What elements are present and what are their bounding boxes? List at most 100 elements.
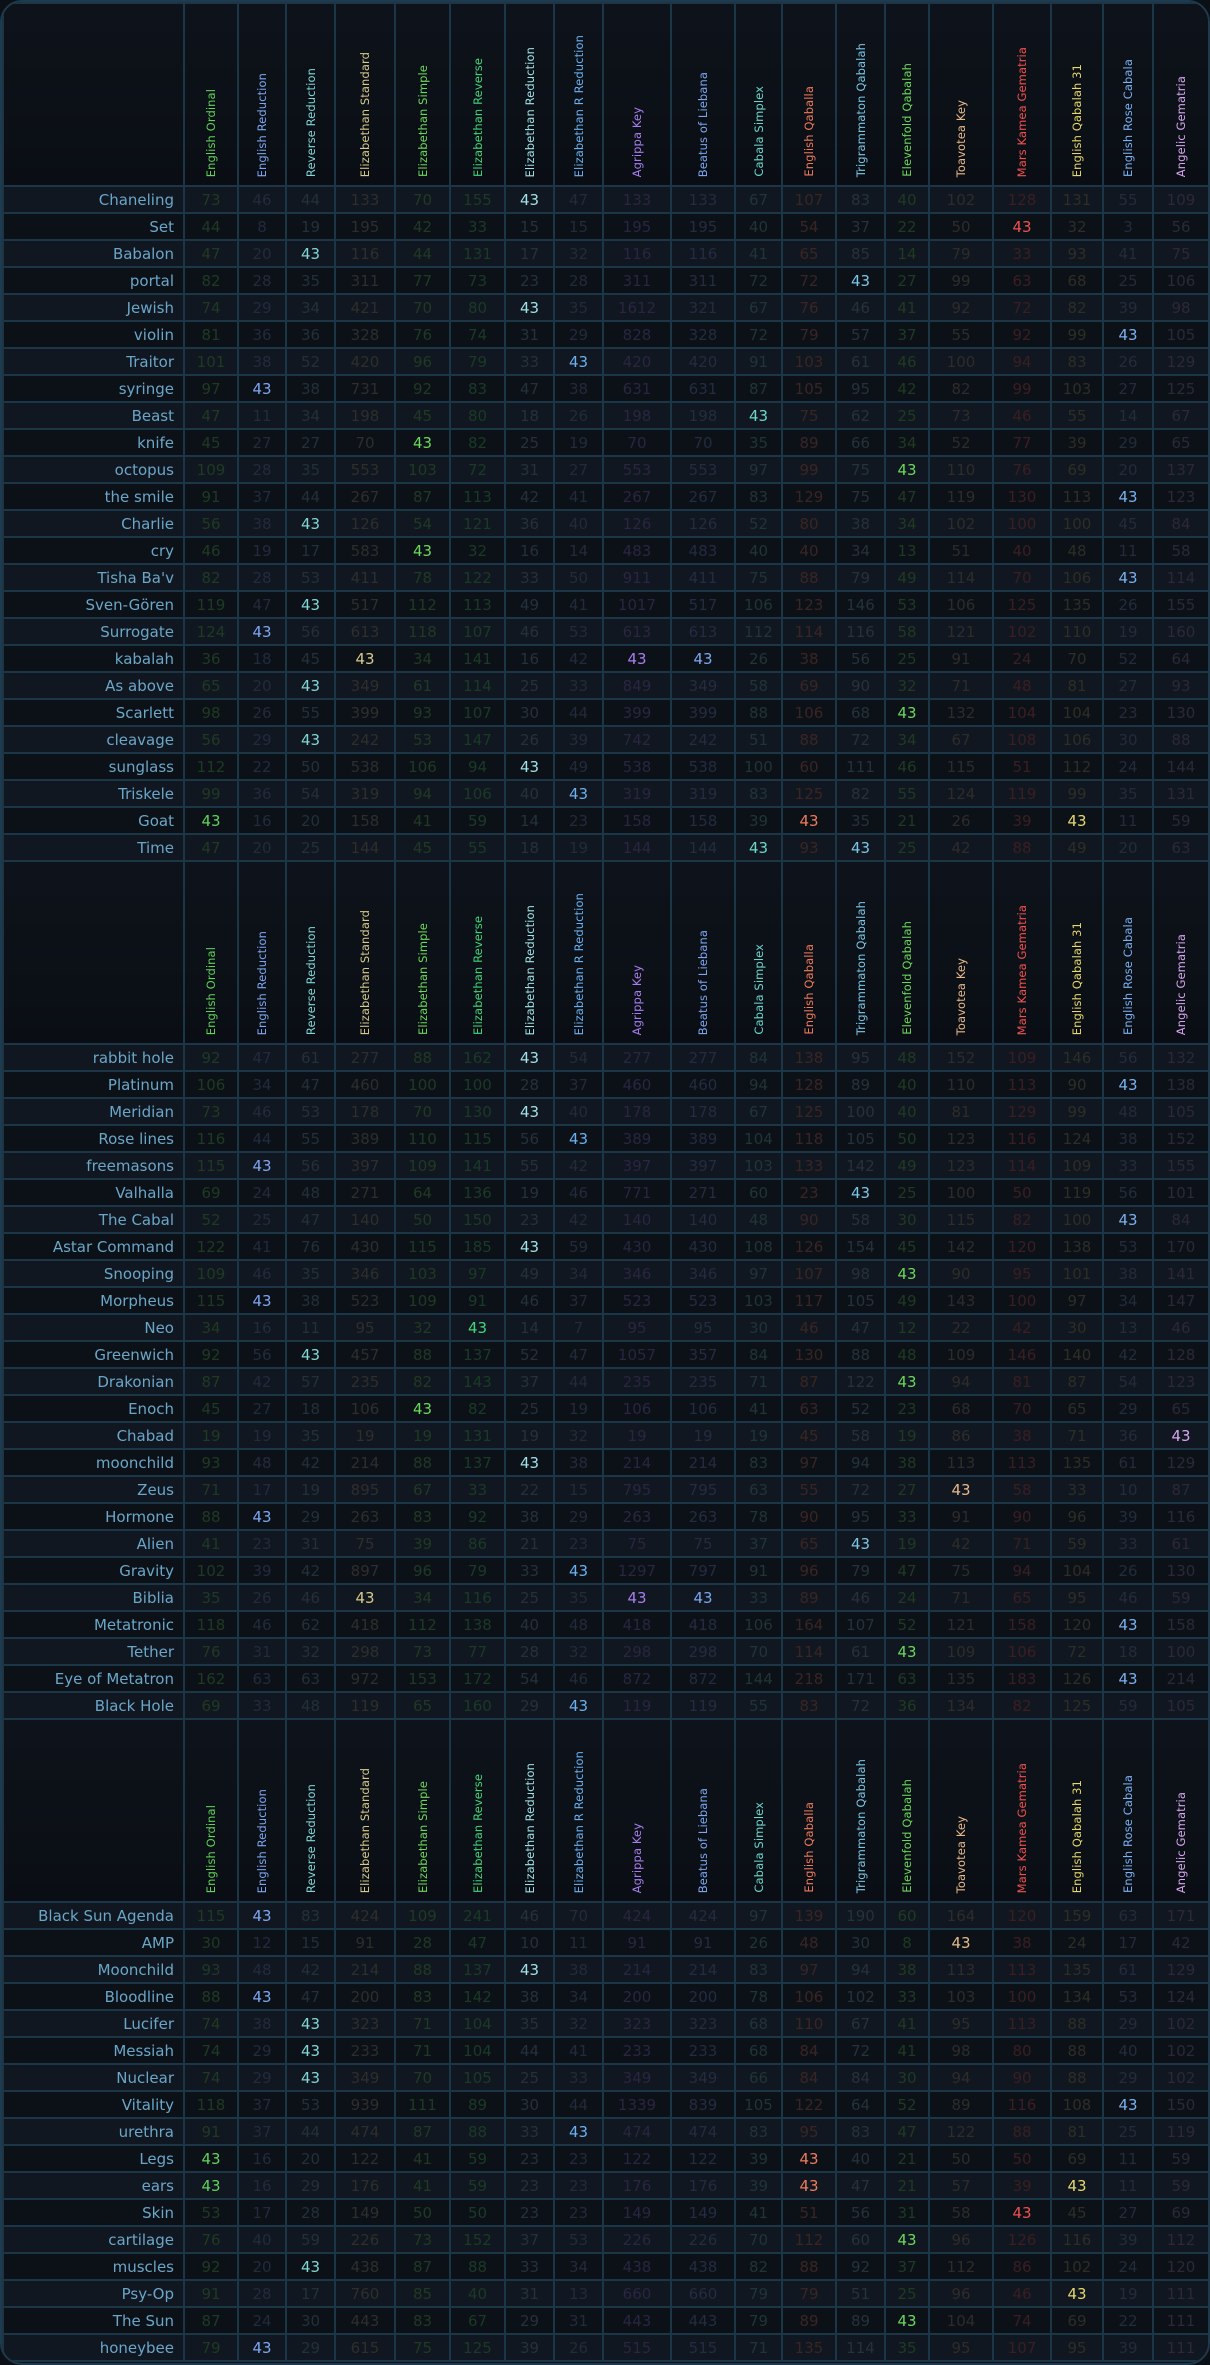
row-label[interactable]: urethra	[2, 2117, 185, 2146]
column-header[interactable]: English Ordinal	[183, 860, 239, 1045]
row-label[interactable]: As above	[2, 671, 185, 700]
row-label[interactable]: Babalon	[2, 239, 185, 268]
row-label[interactable]: Goat	[2, 806, 185, 835]
column-header[interactable]: Beatus of Liebana	[670, 1718, 736, 1903]
row-label[interactable]: cry	[2, 536, 185, 565]
row-label[interactable]: Astar Command	[2, 1232, 185, 1261]
column-header[interactable]: Elizabethan Standard	[334, 2, 396, 187]
row-label[interactable]: Morpheus	[2, 1286, 185, 1315]
column-header[interactable]: English Rose Cabala	[1102, 860, 1154, 1045]
column-header[interactable]: Elizabethan Standard	[334, 860, 396, 1045]
row-label[interactable]: Black Hole	[2, 1691, 185, 1720]
row-label[interactable]: Greenwich	[2, 1340, 185, 1369]
column-header[interactable]: Beatus of Liebana	[670, 2, 736, 187]
row-label[interactable]: Eye of Metatron	[2, 1664, 185, 1693]
row-label[interactable]: rabbit hole	[2, 1043, 185, 1072]
column-header[interactable]: Reverse Reduction	[285, 2, 336, 187]
row-label[interactable]: Skin	[2, 2198, 185, 2227]
row-label[interactable]: Set	[2, 212, 185, 241]
column-header[interactable]: Mars Kamea Gematria	[992, 860, 1052, 1045]
row-label[interactable]: the smile	[2, 482, 185, 511]
column-header[interactable]: English Rose Cabala	[1102, 2, 1154, 187]
row-label[interactable]: Tisha Ba'v	[2, 563, 185, 592]
row-label[interactable]: Psy-Op	[2, 2279, 185, 2308]
row-label[interactable]: sunglass	[2, 752, 185, 781]
column-header[interactable]: Mars Kamea Gematria	[992, 1718, 1052, 1903]
column-header[interactable]: Elizabethan Reverse	[449, 860, 506, 1045]
row-label[interactable]: honeybee	[2, 2333, 185, 2362]
row-label[interactable]: Biblia	[2, 1583, 185, 1612]
column-header[interactable]: Elizabethan Reduction	[504, 1718, 555, 1903]
column-header[interactable]: Elizabethan Reduction	[504, 860, 555, 1045]
column-header[interactable]: Elevenfold Qabalah	[884, 860, 930, 1045]
column-header[interactable]: Toavotea Key	[928, 1718, 994, 1903]
column-header[interactable]: Agrippa Key	[602, 860, 672, 1045]
row-label[interactable]: Sven-Gören	[2, 590, 185, 619]
row-label[interactable]: moonchild	[2, 1448, 185, 1477]
row-label[interactable]: Rose lines	[2, 1124, 185, 1153]
column-header[interactable]: English Reduction	[237, 1718, 287, 1903]
row-label[interactable]: Vitality	[2, 2090, 185, 2119]
row-label[interactable]: The Sun	[2, 2306, 185, 2335]
column-header[interactable]: English Reduction	[237, 2, 287, 187]
column-header[interactable]: English Ordinal	[183, 1718, 239, 1903]
column-header[interactable]: Angelic Gematria	[1152, 1718, 1208, 1903]
column-header[interactable]: Reverse Reduction	[285, 860, 336, 1045]
column-header[interactable]: English Reduction	[237, 860, 287, 1045]
row-label[interactable]: cartilage	[2, 2225, 185, 2254]
row-label[interactable]: Surrogate	[2, 617, 185, 646]
row-label[interactable]: octopus	[2, 455, 185, 484]
row-label[interactable]: Neo	[2, 1313, 185, 1342]
column-header[interactable]: Elizabethan Reverse	[449, 1718, 506, 1903]
row-label[interactable]: syringe	[2, 374, 185, 403]
column-header[interactable]: Trigrammaton Qabalah	[835, 860, 886, 1045]
column-header[interactable]: Trigrammaton Qabalah	[835, 1718, 886, 1903]
column-header[interactable]: Cabala Simplex	[734, 1718, 783, 1903]
column-header[interactable]: Elevenfold Qabalah	[884, 1718, 930, 1903]
row-label[interactable]: Moonchild	[2, 1955, 185, 1984]
row-label[interactable]: Hormone	[2, 1502, 185, 1531]
row-label[interactable]: kabalah	[2, 644, 185, 673]
column-header[interactable]: English Rose Cabala	[1102, 1718, 1154, 1903]
column-header[interactable]: Cabala Simplex	[734, 2, 783, 187]
column-header[interactable]: Agrippa Key	[602, 1718, 672, 1903]
column-header[interactable]: English Qaballa	[781, 1718, 837, 1903]
row-label[interactable]: Lucifer	[2, 2009, 185, 2038]
row-label[interactable]: Triskele	[2, 779, 185, 808]
column-header[interactable]: English Qabalah 31	[1050, 2, 1104, 187]
row-label[interactable]: Meridian	[2, 1097, 185, 1126]
row-label[interactable]: Bloodline	[2, 1982, 185, 2011]
row-label[interactable]: AMP	[2, 1928, 185, 1957]
column-header[interactable]: Elizabethan Reverse	[449, 2, 506, 187]
row-label[interactable]: knife	[2, 428, 185, 457]
row-label[interactable]: Tether	[2, 1637, 185, 1666]
column-header[interactable]: Elizabethan Simple	[394, 860, 451, 1045]
row-label[interactable]: Traitor	[2, 347, 185, 376]
column-header[interactable]: English Qaballa	[781, 2, 837, 187]
column-header[interactable]: Agrippa Key	[602, 2, 672, 187]
column-header[interactable]: English Qaballa	[781, 860, 837, 1045]
column-header[interactable]: Trigrammaton Qabalah	[835, 2, 886, 187]
column-header[interactable]: Elizabethan R Reduction	[553, 2, 604, 187]
row-label[interactable]: Black Sun Agenda	[2, 1901, 185, 1930]
column-header[interactable]: Elizabethan R Reduction	[553, 860, 604, 1045]
row-label[interactable]: Chaneling	[2, 185, 185, 214]
row-label[interactable]: portal	[2, 266, 185, 295]
row-label[interactable]: ears	[2, 2171, 185, 2200]
row-label[interactable]: Legs	[2, 2144, 185, 2173]
column-header[interactable]: Mars Kamea Gematria	[992, 2, 1052, 187]
row-label[interactable]: Metatronic	[2, 1610, 185, 1639]
row-label[interactable]: Snooping	[2, 1259, 185, 1288]
row-label[interactable]: Drakonian	[2, 1367, 185, 1396]
row-label[interactable]: Valhalla	[2, 1178, 185, 1207]
row-label[interactable]: Time	[2, 833, 185, 862]
column-header[interactable]: Toavotea Key	[928, 860, 994, 1045]
row-label[interactable]: Charlie	[2, 509, 185, 538]
row-label[interactable]: The Cabal	[2, 1205, 185, 1234]
row-label[interactable]: Jewish	[2, 293, 185, 322]
column-header[interactable]: Elizabethan Simple	[394, 2, 451, 187]
column-header[interactable]: Toavotea Key	[928, 2, 994, 187]
column-header[interactable]: Angelic Gematria	[1152, 2, 1208, 187]
column-header[interactable]: English Qabalah 31	[1050, 1718, 1104, 1903]
row-label[interactable]: Zeus	[2, 1475, 185, 1504]
